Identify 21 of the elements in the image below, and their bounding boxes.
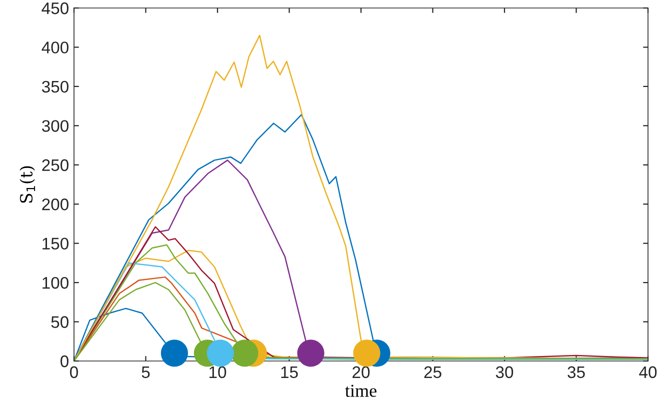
y-tick-label: 450 [42,2,68,14]
x-axis-title: time [345,384,376,397]
y-tick-label: 200 [42,198,68,210]
x-tick-label: 10 [210,366,226,378]
y-tick-label: 50 [51,316,68,328]
y-tick-label: 300 [42,120,68,132]
x-tick-label: 5 [142,366,150,378]
x-tick-label: 20 [352,366,370,378]
x-tick-label: 15 [281,366,298,378]
x-tick-label: 0 [70,366,78,378]
y-tick-label: 150 [42,238,68,250]
x-tick-label: 25 [424,366,442,378]
x-tick-label: 30 [496,366,514,378]
x-tick-label: 40 [639,366,657,378]
y-tick-label: 250 [42,159,68,172]
y-tick-label: 0 [60,355,68,368]
y-tick-label: 350 [42,80,68,93]
x-tick-label: 35 [568,366,585,378]
y-tick-label: 100 [42,276,68,289]
y-axis-title: S$_{1}$(t) [20,166,36,203]
y-tick-label: 400 [42,42,68,54]
